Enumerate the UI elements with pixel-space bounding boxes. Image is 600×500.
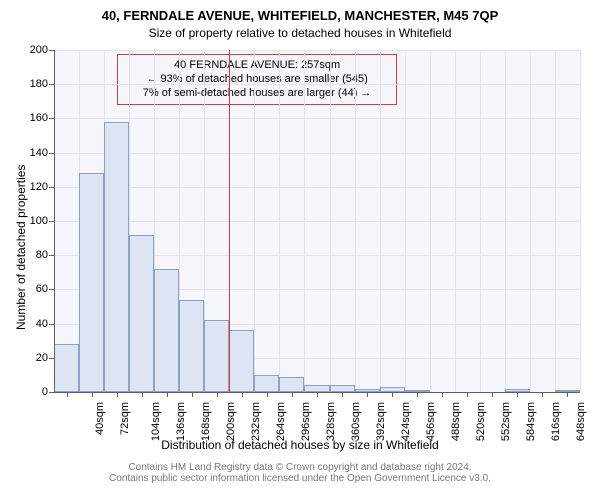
grid-line-vertical xyxy=(304,50,305,392)
y-axis-line xyxy=(54,50,55,392)
y-axis-label: Number of detached properties xyxy=(14,165,28,330)
grid-line-vertical xyxy=(279,50,280,392)
x-tick-label: 104sqm xyxy=(150,402,162,441)
x-tick-label: 296sqm xyxy=(300,402,312,441)
grid-line-vertical xyxy=(330,50,331,392)
grid-line-vertical xyxy=(480,50,481,392)
grid-line-vertical xyxy=(254,50,255,392)
plot-area: 40 FERNDALE AVENUE: 257sqm← 93% of detac… xyxy=(54,50,580,392)
x-tick-label: 232sqm xyxy=(250,402,262,441)
x-tick-label: 360sqm xyxy=(350,402,362,441)
x-tick-label: 648sqm xyxy=(576,402,588,441)
reference-line xyxy=(229,50,230,392)
x-tick-label: 40sqm xyxy=(94,402,106,435)
x-tick-label: 584sqm xyxy=(525,402,537,441)
grid-line-vertical xyxy=(555,50,556,392)
histogram-bar xyxy=(204,320,229,392)
histogram-bar xyxy=(54,344,79,392)
chart-title-sub: Size of property relative to detached ho… xyxy=(0,26,600,40)
x-tick-label: 616sqm xyxy=(551,402,563,441)
grid-line-vertical xyxy=(380,50,381,392)
grid-line-horizontal xyxy=(54,187,580,188)
grid-line-vertical xyxy=(455,50,456,392)
histogram-bar xyxy=(254,375,279,392)
x-tick-label: 424sqm xyxy=(400,402,412,441)
annotation-line: 7% of semi-detached houses are larger (4… xyxy=(126,87,388,101)
histogram-bar xyxy=(104,122,129,392)
grid-line-vertical xyxy=(530,50,531,392)
grid-line-horizontal xyxy=(54,118,580,119)
x-tick-label: 488sqm xyxy=(450,402,462,441)
footer-line: Contains public sector information licen… xyxy=(0,473,600,484)
grid-line-horizontal xyxy=(54,50,580,51)
x-tick-label: 456sqm xyxy=(425,402,437,441)
grid-line-vertical xyxy=(505,50,506,392)
x-tick-label: 392sqm xyxy=(375,402,387,441)
grid-line-vertical xyxy=(355,50,356,392)
x-tick-label: 168sqm xyxy=(200,402,212,441)
grid-line-horizontal xyxy=(54,221,580,222)
histogram-bar xyxy=(304,385,329,392)
footer-line: Contains HM Land Registry data © Crown c… xyxy=(0,462,600,473)
histogram-bar xyxy=(129,235,154,392)
annotation-line: 40 FERNDALE AVENUE: 257sqm xyxy=(126,59,388,73)
grid-line-vertical xyxy=(580,50,581,392)
grid-line-vertical xyxy=(430,50,431,392)
x-tick-label: 136sqm xyxy=(175,402,187,441)
histogram-bar xyxy=(79,173,104,392)
x-axis-label: Distribution of detached houses by size … xyxy=(0,438,600,452)
x-tick-label: 72sqm xyxy=(119,402,131,435)
x-tick-label: 200sqm xyxy=(225,402,237,441)
chart-title-main: 40, FERNDALE AVENUE, WHITEFIELD, MANCHES… xyxy=(0,8,600,23)
x-tick-label: 328sqm xyxy=(325,402,337,441)
histogram-bar xyxy=(154,269,179,392)
x-tick-label: 552sqm xyxy=(500,402,512,441)
chart-container: 40, FERNDALE AVENUE, WHITEFIELD, MANCHES… xyxy=(0,0,600,500)
grid-line-horizontal xyxy=(54,153,580,154)
histogram-bar xyxy=(279,377,304,392)
histogram-bar xyxy=(179,300,204,392)
histogram-bar xyxy=(229,330,254,392)
footer-attribution: Contains HM Land Registry data © Crown c… xyxy=(0,462,600,484)
x-tick-label: 520sqm xyxy=(475,402,487,441)
x-axis-line xyxy=(54,392,580,393)
histogram-bar xyxy=(330,385,355,392)
grid-line-vertical xyxy=(405,50,406,392)
x-tick-label: 264sqm xyxy=(275,402,287,441)
grid-line-horizontal xyxy=(54,84,580,85)
